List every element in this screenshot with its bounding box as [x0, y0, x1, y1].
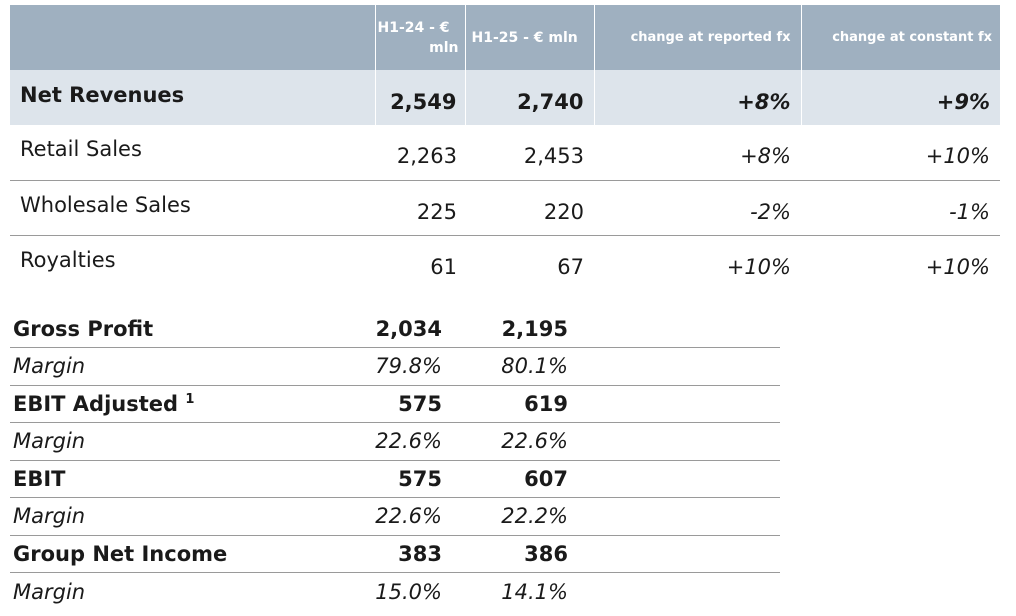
value-h1-25: 619	[450, 385, 580, 423]
row-label: EBIT	[10, 460, 300, 498]
row-label: Margin	[10, 422, 300, 461]
empty-cell	[580, 573, 780, 611]
table-row: Retail Sales 2,263 2,453 +8% +10%	[10, 125, 1000, 181]
value-change-reported: -2%	[594, 180, 801, 236]
row-label: Net Revenues	[10, 70, 376, 125]
row-label: EBIT Adjusted 1	[10, 385, 300, 423]
empty-cell	[580, 460, 780, 498]
value-change-reported: +8%	[594, 125, 801, 181]
value-h1-25: 607	[450, 460, 580, 498]
row-label: Gross Profit	[10, 310, 300, 348]
row-label: Margin	[10, 497, 300, 536]
value-h1-24: 2,034	[300, 310, 450, 348]
revenues-table: H1-24 - € mln H1-25 - € mln change at re…	[10, 5, 1000, 290]
value-h1-25: 80.1%	[450, 347, 580, 386]
net-revenues-row: Net Revenues 2,549 2,740 +8% +9%	[10, 70, 1000, 125]
value-h1-25: 67	[557, 254, 584, 279]
value-h1-25: 220	[465, 180, 594, 236]
table-row: Margin 15.0% 14.1%	[10, 573, 780, 611]
table-row: Royalties 61 67 +10% +10%	[10, 235, 1000, 290]
value-h1-25: 386	[450, 535, 580, 573]
value-change-constant: +9%	[801, 70, 1000, 125]
table-row: EBIT 575 607	[10, 460, 780, 498]
value-change-reported: +8%	[594, 70, 802, 125]
footnote-marker: 1	[185, 391, 195, 407]
row-label: Wholesale Sales	[10, 180, 375, 236]
header-h1-24: H1-24 - € mln	[375, 5, 466, 70]
value-h1-24: 22.6%	[300, 422, 450, 461]
table-row: Margin 22.6% 22.6%	[10, 422, 780, 461]
value-h1-25: 2,195	[450, 310, 580, 348]
value-change-constant: +10%	[801, 125, 1000, 181]
value-h1-25: 2,453	[465, 125, 594, 181]
table-row: Gross Profit 2,034 2,195	[10, 310, 780, 348]
empty-cell	[580, 497, 780, 536]
value-h1-25: 22.6%	[450, 422, 580, 461]
value-h1-25: 14.1%	[501, 579, 568, 604]
table-row: Group Net Income 383 386	[10, 535, 780, 573]
value-h1-24: 79.8%	[300, 347, 450, 386]
value-h1-24: 61	[430, 254, 457, 279]
value-h1-24: 383	[300, 535, 450, 573]
value-change-constant: +10%	[925, 254, 990, 279]
header-change-reported: change at reported fx	[594, 5, 802, 70]
empty-cell	[580, 535, 780, 573]
row-label: Margin	[13, 579, 86, 604]
row-label: Margin	[10, 347, 300, 386]
value-h1-24: 2,263	[375, 125, 465, 181]
table-row: Margin 79.8% 80.1%	[10, 347, 780, 386]
table-header-row: H1-24 - € mln H1-25 - € mln change at re…	[10, 5, 1000, 70]
value-h1-25: 2,740	[465, 70, 595, 125]
header-label-cell	[10, 5, 376, 70]
row-label: Group Net Income	[10, 535, 300, 573]
row-label-text: EBIT Adjusted	[13, 391, 179, 416]
value-h1-24: 22.6%	[300, 497, 450, 536]
value-h1-24: 575	[300, 385, 450, 423]
table-row: Wholesale Sales 225 220 -2% -1%	[10, 180, 1000, 236]
row-label: Royalties	[20, 247, 116, 272]
header-h1-24-line2: mln	[429, 39, 459, 56]
row-label: Retail Sales	[10, 125, 375, 181]
value-h1-24: 225	[375, 180, 465, 236]
empty-cell	[580, 347, 780, 386]
value-change-reported: +10%	[726, 254, 791, 279]
value-change-constant: -1%	[801, 180, 1000, 236]
profitability-table: Gross Profit 2,034 2,195 Margin 79.8% 80…	[10, 310, 780, 610]
value-h1-24: 575	[300, 460, 450, 498]
header-h1-25: H1-25 - € mln	[465, 5, 595, 70]
empty-cell	[580, 310, 780, 348]
header-change-constant: change at constant fx	[801, 5, 1000, 70]
table-row: Margin 22.6% 22.2%	[10, 497, 780, 536]
empty-cell	[580, 422, 780, 461]
value-h1-24: 15.0%	[375, 579, 442, 604]
table-row: EBIT Adjusted 1 575 619	[10, 385, 780, 423]
empty-cell	[580, 385, 780, 423]
value-h1-25: 22.2%	[450, 497, 580, 536]
header-h1-24-line1: H1-24 - €	[377, 19, 450, 36]
value-h1-24: 2,549	[375, 70, 466, 125]
